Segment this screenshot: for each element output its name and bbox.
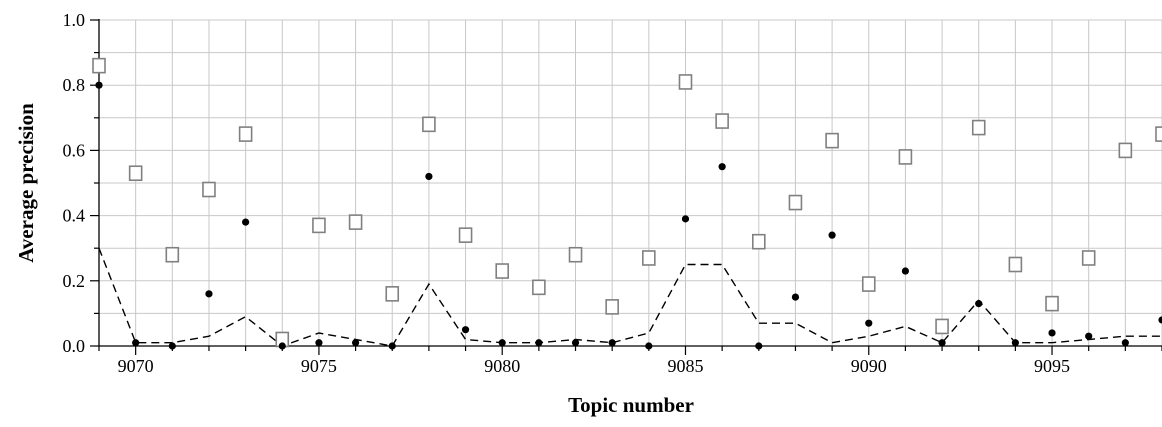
filled-circle-point: [938, 339, 946, 347]
open-square-point: [678, 74, 693, 90]
open-square-point: [128, 165, 143, 182]
open-square-point: [422, 116, 436, 133]
open-square-point: [312, 217, 326, 234]
open-square-point: [825, 132, 839, 149]
filled-circle-point: [205, 290, 213, 298]
open-square-point: [1118, 142, 1133, 159]
open-square-point: [788, 194, 803, 211]
filled-circle-point: [1011, 339, 1019, 347]
x-tick-label: 9080: [484, 356, 520, 376]
y-tick-label: 0.4: [63, 206, 86, 226]
x-axis-title: Topic number: [568, 393, 694, 417]
open-square-point: [1045, 295, 1059, 312]
open-square-point: [495, 263, 510, 279]
grid: [98, 19, 1162, 347]
x-tick-label: 9090: [851, 356, 887, 376]
open-square-point: [605, 299, 619, 315]
filled-circle-point: [1085, 332, 1093, 340]
y-tick-label: 0.2: [63, 271, 86, 291]
y-tick-label: 0.0: [63, 336, 86, 356]
open-square-point: [532, 279, 546, 296]
filled-circle-point: [975, 300, 983, 308]
open-square-point: [568, 246, 583, 263]
open-square-point: [165, 246, 180, 263]
open-square-point: [92, 57, 106, 74]
x-tick-label: 9095: [1034, 356, 1070, 376]
open-square-point: [385, 286, 400, 302]
filled-circle-point: [718, 163, 726, 171]
y-tick-label: 0.8: [63, 75, 86, 95]
filled-circle-point: [242, 218, 250, 226]
dashed-series-line: [98, 247, 1162, 347]
filled-circle-point: [865, 319, 873, 327]
open-square-point: [861, 276, 876, 292]
y-tick-label: 1.0: [63, 10, 86, 30]
filled-circle-point: [791, 293, 800, 301]
x-tick-label: 9075: [301, 356, 337, 376]
dashed-series: [98, 247, 1162, 347]
y-tick-label: 0.6: [63, 140, 86, 160]
open-square-point: [715, 113, 729, 129]
open-square-point: [1008, 256, 1023, 273]
open-square-point: [751, 233, 766, 250]
open-square-series: [92, 57, 1162, 348]
open-square-point: [1081, 250, 1096, 266]
open-square-point: [935, 318, 949, 335]
filled-circle-point: [681, 215, 690, 223]
filled-circle-point: [535, 339, 543, 347]
open-square-point: [348, 214, 363, 230]
open-square-point: [202, 181, 216, 198]
open-square-point: [642, 250, 656, 266]
filled-circle-point: [498, 339, 506, 347]
filled-circle-point: [571, 339, 580, 347]
filled-circle-point: [461, 326, 470, 334]
filled-circle-point: [351, 339, 360, 347]
open-square-point: [1155, 126, 1162, 142]
y-axis-title: Average precision: [14, 103, 38, 263]
ticks: 0.0 0.2 0.4 0.6 0.8 1.0 9070 9075 9080 9085 9090 90…: [63, 10, 1162, 376]
open-square-point: [971, 119, 986, 136]
filled-circle-point: [132, 339, 140, 347]
x-tick-label: 9070: [118, 356, 154, 376]
filled-circle-point: [828, 231, 836, 239]
filled-circle-point: [608, 339, 616, 347]
filled-circle-point: [1121, 339, 1129, 347]
open-square-point: [458, 227, 473, 243]
filled-circle-point: [315, 339, 323, 347]
filled-circle-point: [1158, 316, 1162, 324]
filled-circle-point: [901, 267, 910, 275]
filled-circle-point: [1048, 329, 1056, 337]
open-square-point: [238, 126, 253, 142]
open-square-point: [898, 149, 913, 165]
filled-circle-point: [425, 172, 433, 181]
x-tick-label: 9085: [667, 356, 703, 376]
